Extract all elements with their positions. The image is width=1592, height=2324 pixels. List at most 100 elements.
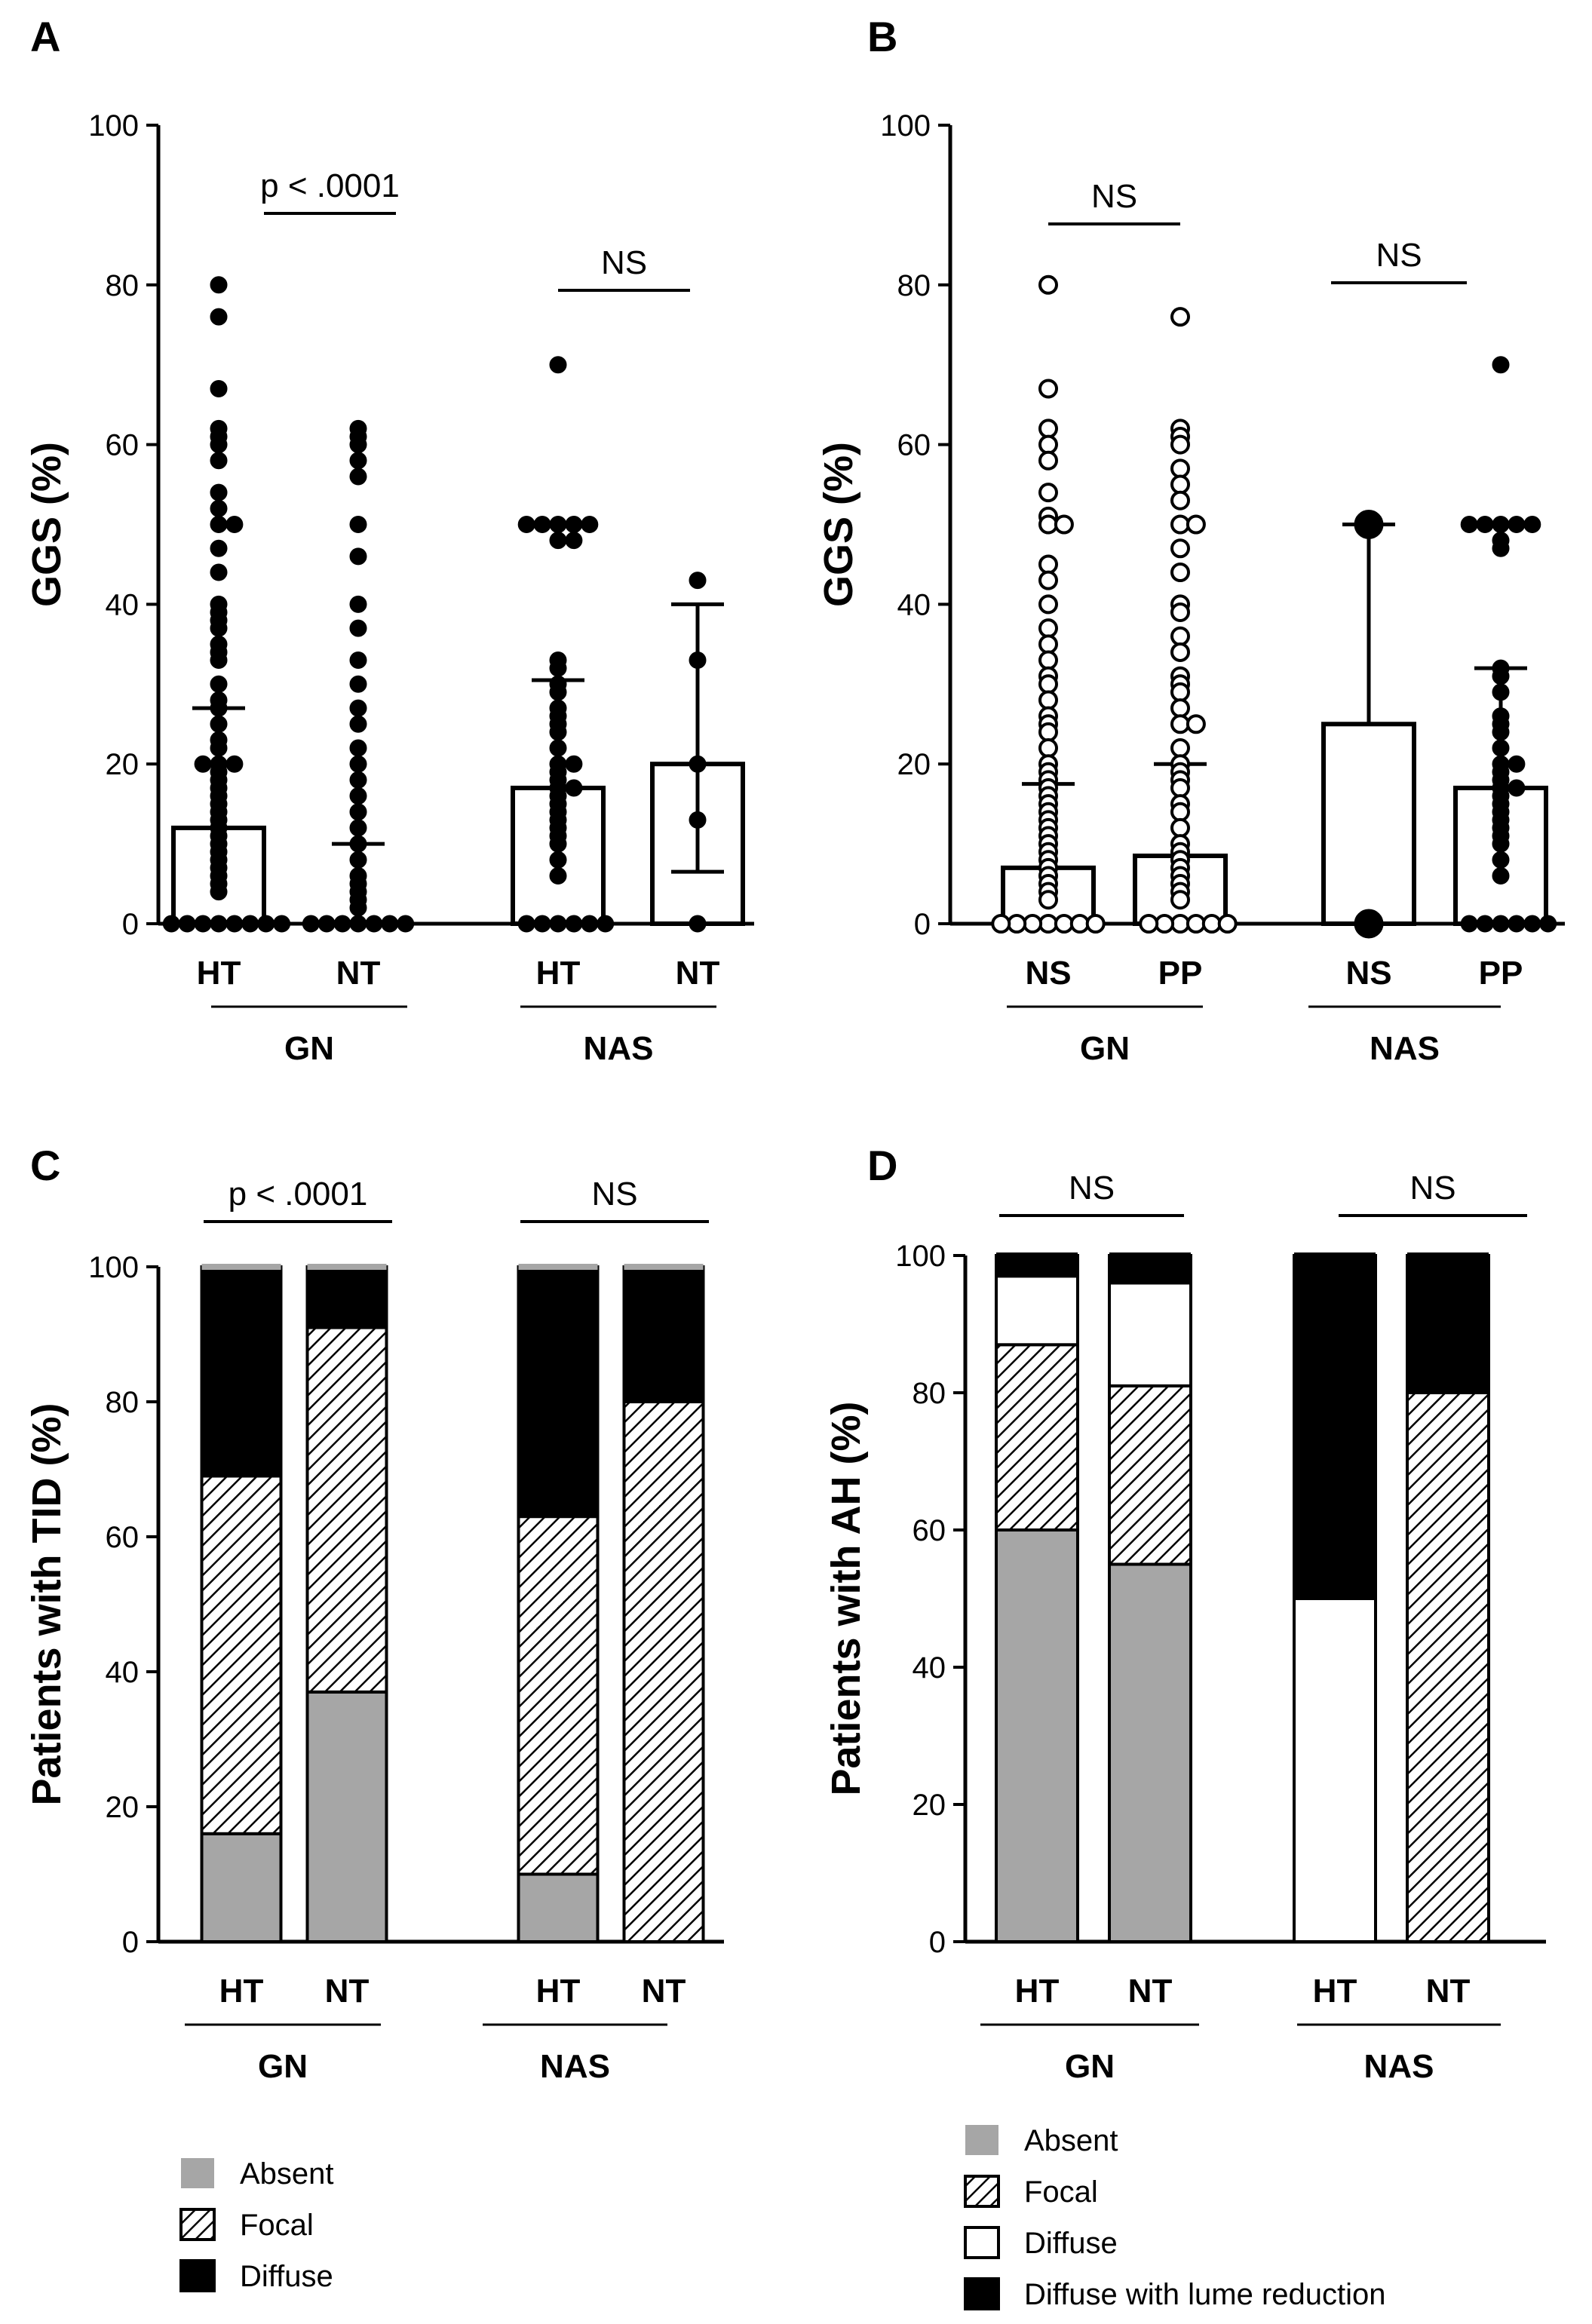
data-point xyxy=(1476,915,1494,933)
data-point xyxy=(257,915,275,933)
y-tick-label: 80 xyxy=(913,1377,946,1410)
group-label: GN xyxy=(258,2048,308,2085)
data-point xyxy=(349,739,367,757)
data-point xyxy=(549,683,567,701)
significance-label: NS xyxy=(1091,178,1137,215)
data-point xyxy=(1139,914,1159,934)
data-point xyxy=(1038,450,1058,471)
bar-segment xyxy=(995,1343,1079,1532)
y-tick-label: 20 xyxy=(913,1789,946,1822)
data-point xyxy=(1492,683,1510,701)
data-point xyxy=(1186,514,1206,535)
data-point xyxy=(549,915,567,933)
x-category-label: NT xyxy=(1426,1973,1471,2010)
data-point xyxy=(1354,909,1384,939)
data-point xyxy=(1186,714,1206,734)
y-tick-label: 60 xyxy=(106,429,140,462)
bar-segment xyxy=(995,1274,1079,1347)
bar-segment xyxy=(622,1265,705,1403)
data-point xyxy=(1508,755,1526,773)
data-point xyxy=(1007,914,1027,934)
x-category-label: NS xyxy=(1345,955,1391,992)
y-tick-label: 60 xyxy=(106,1521,140,1554)
data-point xyxy=(210,739,228,757)
bar-segment xyxy=(517,1515,600,1876)
data-point xyxy=(1170,890,1190,910)
bar-segment xyxy=(305,1690,388,1944)
data-point xyxy=(517,915,535,933)
panel-letter-C: C xyxy=(30,1142,60,1189)
x-category-label: HT xyxy=(219,1973,264,2010)
data-point xyxy=(210,883,228,901)
data-point xyxy=(349,468,367,486)
data-point xyxy=(349,803,367,821)
data-point xyxy=(689,572,707,590)
y-tick-label: 0 xyxy=(122,908,139,941)
data-point xyxy=(210,699,228,717)
y-tick-label: 20 xyxy=(106,1791,140,1824)
data-point xyxy=(597,915,615,933)
y-tick-label: 100 xyxy=(88,1251,139,1284)
data-point xyxy=(533,915,551,933)
y-axis-label: Patients with TID (%) xyxy=(24,1403,69,1805)
data-point xyxy=(533,516,551,533)
data-point xyxy=(1170,626,1190,646)
data-point xyxy=(349,771,367,789)
data-point xyxy=(381,915,399,933)
bar-segment xyxy=(1293,1597,1377,1943)
data-point xyxy=(1038,483,1058,503)
data-point xyxy=(210,436,228,454)
data-point xyxy=(365,915,383,933)
data-point xyxy=(1170,538,1190,559)
bar-segment xyxy=(517,1872,600,1943)
y-tick-label: 80 xyxy=(106,1386,140,1419)
data-point xyxy=(1492,851,1510,869)
x-category-label: NT xyxy=(642,1973,686,2010)
group-label: GN xyxy=(284,1030,334,1067)
data-point xyxy=(1085,914,1106,934)
data-point xyxy=(210,539,228,557)
y-tick-label: 100 xyxy=(895,1240,946,1273)
significance-label: p < .0001 xyxy=(260,167,400,204)
data-point xyxy=(210,652,228,670)
data-point xyxy=(1170,738,1190,759)
y-tick-label: 40 xyxy=(897,588,931,621)
data-point xyxy=(1492,539,1510,557)
data-point xyxy=(194,755,212,773)
data-point xyxy=(225,915,244,933)
data-point xyxy=(1170,802,1190,822)
bar-segment xyxy=(1108,1281,1192,1387)
data-point xyxy=(1170,490,1190,510)
data-point xyxy=(565,779,583,797)
bar-segment xyxy=(995,1254,1079,1278)
data-point xyxy=(349,787,367,805)
data-point xyxy=(1186,914,1206,934)
data-point xyxy=(1170,563,1190,583)
data-point xyxy=(349,516,367,533)
data-point xyxy=(1155,914,1175,934)
legend-label: Focal xyxy=(240,2209,314,2242)
y-axis-label: Patients with AH (%) xyxy=(824,1401,869,1795)
data-point xyxy=(1069,914,1090,934)
x-category-label: NT xyxy=(336,955,381,992)
data-point xyxy=(210,715,228,733)
y-tick-label: 0 xyxy=(914,908,931,941)
data-point xyxy=(349,755,367,773)
y-axis-label: GGS (%) xyxy=(24,442,69,607)
data-point xyxy=(1038,434,1058,455)
data-point xyxy=(549,723,567,741)
legend-swatch xyxy=(179,2208,216,2241)
data-point xyxy=(1170,682,1190,702)
group-label: NAS xyxy=(540,2048,610,2085)
data-point xyxy=(1170,434,1190,455)
data-point xyxy=(1170,714,1190,734)
bar-segment xyxy=(1108,1384,1192,1566)
data-point xyxy=(1508,779,1526,797)
data-point xyxy=(1023,914,1043,934)
data-point xyxy=(210,516,228,533)
data-point xyxy=(1038,674,1058,694)
data-point xyxy=(210,915,228,933)
y-tick-label: 40 xyxy=(913,1651,946,1685)
data-point xyxy=(1170,458,1190,479)
data-point xyxy=(1476,516,1494,533)
